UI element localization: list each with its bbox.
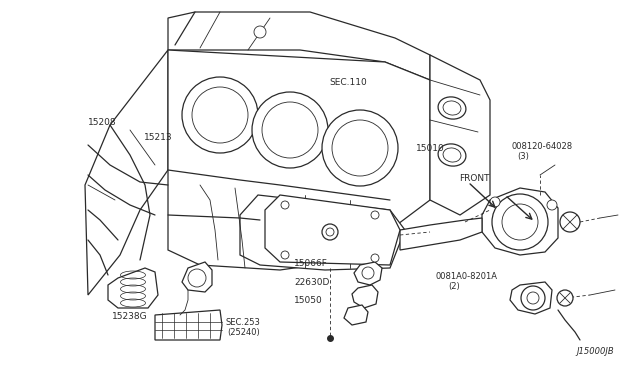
Polygon shape [155,310,222,340]
Circle shape [490,197,500,207]
Circle shape [322,110,398,186]
Polygon shape [510,282,552,314]
Circle shape [254,26,266,38]
Text: SEC.110: SEC.110 [330,78,367,87]
Circle shape [252,92,328,168]
Circle shape [492,194,548,250]
Circle shape [527,292,539,304]
Circle shape [371,211,379,219]
Polygon shape [182,262,212,292]
Text: (3): (3) [517,152,529,161]
Text: 15010: 15010 [416,144,444,153]
Circle shape [332,120,388,176]
Circle shape [326,228,334,236]
Circle shape [521,286,545,310]
Polygon shape [168,50,430,270]
Text: 15066F: 15066F [294,259,328,267]
Circle shape [188,269,206,287]
Polygon shape [482,188,558,255]
Text: (25240): (25240) [227,328,260,337]
Text: 15050: 15050 [294,296,323,305]
Circle shape [281,251,289,259]
Text: 008120-64028: 008120-64028 [512,142,573,151]
Text: 15213: 15213 [144,133,173,142]
Text: J15000JB: J15000JB [577,347,614,356]
Polygon shape [344,305,368,325]
Circle shape [281,201,289,209]
Circle shape [322,224,338,240]
Circle shape [362,267,374,279]
Polygon shape [354,262,382,285]
Ellipse shape [438,97,466,119]
Circle shape [192,87,248,143]
Circle shape [560,212,580,232]
Circle shape [557,290,573,306]
Text: 15238G: 15238G [112,312,148,321]
Polygon shape [265,195,400,265]
Circle shape [262,102,318,158]
Ellipse shape [443,101,461,115]
Polygon shape [108,268,158,308]
Polygon shape [85,50,168,295]
Text: FRONT: FRONT [460,174,490,183]
Text: (2): (2) [448,282,460,291]
Circle shape [371,254,379,262]
Text: 22630D: 22630D [294,278,330,287]
Polygon shape [168,12,430,80]
Circle shape [502,204,538,240]
Polygon shape [430,55,490,215]
Polygon shape [400,218,482,250]
Ellipse shape [438,144,466,166]
Text: 15208: 15208 [88,118,117,127]
Ellipse shape [443,148,461,162]
Circle shape [547,200,557,210]
Polygon shape [240,195,405,270]
Text: 0081A0-8201A: 0081A0-8201A [435,272,497,280]
Circle shape [182,77,258,153]
Polygon shape [352,285,378,308]
Text: SEC.253: SEC.253 [226,318,260,327]
